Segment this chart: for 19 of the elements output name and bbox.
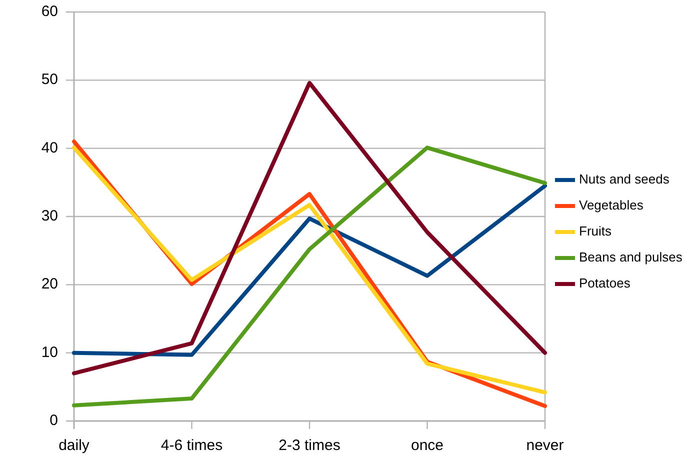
y-tick-label: 30 (41, 207, 58, 224)
y-tick-label: 0 (50, 412, 58, 429)
line-series (72, 80, 547, 376)
x-tick-label: 2-3 times (278, 436, 340, 454)
x-tick-label: daily (58, 436, 90, 454)
legend-label: Potatoes (579, 275, 631, 290)
x-tick-label: never (526, 436, 564, 454)
x-tick-label: once (410, 436, 444, 454)
y-tick-label: 10 (41, 344, 58, 361)
legend-label: Nuts and seeds (579, 171, 670, 186)
y-tick-label: 50 (41, 71, 58, 88)
legend-label: Beans and pulses (579, 249, 683, 264)
legend-label: Vegetables (579, 197, 644, 212)
y-tick-label: 20 (41, 276, 58, 293)
line-series (72, 184, 547, 357)
x-tick-label: 4-6 times (160, 436, 223, 454)
legend-label: Fruits (579, 223, 612, 238)
y-tick-label: 60 (41, 2, 58, 20)
y-tick-label: 40 (41, 139, 58, 156)
